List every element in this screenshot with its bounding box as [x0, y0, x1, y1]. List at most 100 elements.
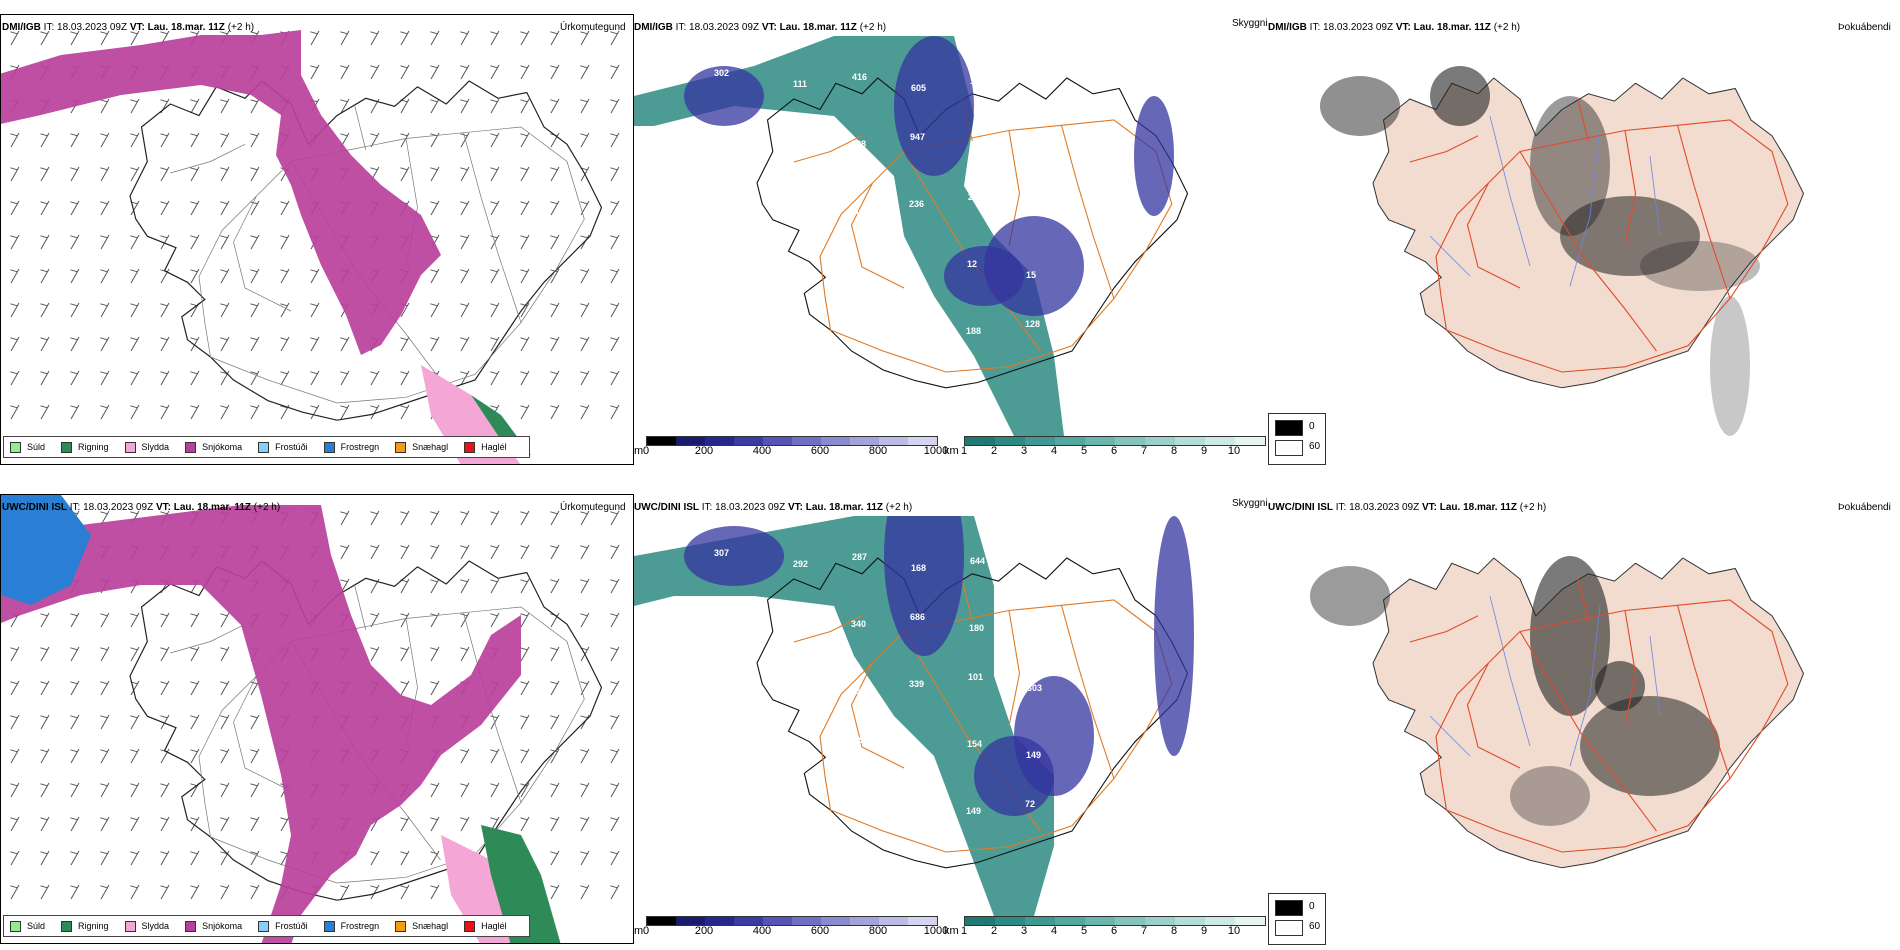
wind-barb: [280, 268, 290, 284]
wind-barb: [40, 234, 50, 250]
wind-barb: [430, 98, 440, 114]
wind-barb: [100, 302, 110, 318]
fog-map-top: [1320, 66, 1805, 436]
wind-barb: [160, 782, 170, 798]
wind-barb: [10, 680, 20, 696]
it-label: IT:: [69, 502, 81, 513]
offset: (+2 h): [859, 22, 887, 33]
fog-key-value: 60: [1309, 921, 1321, 932]
it-value: 18.03.2023 09Z: [689, 22, 760, 33]
wind-barb: [430, 680, 440, 696]
colorbar-unit: m: [634, 925, 644, 937]
legend-swatch: [61, 441, 73, 453]
wind-barb: [100, 612, 110, 628]
colorbar-tick: 1: [960, 925, 968, 937]
wind-barb: [490, 98, 500, 114]
wind-barb: [160, 646, 170, 662]
wind-barb: [610, 612, 620, 628]
wind-barb: [10, 302, 20, 318]
wind-barb: [610, 680, 620, 696]
colorbar-unit: m: [634, 445, 644, 457]
wind-barb: [220, 166, 230, 182]
wind-barb: [250, 336, 260, 352]
wind-barb: [460, 166, 470, 182]
wind-barb: [130, 748, 140, 764]
wind-barb: [220, 612, 230, 628]
ceiling-labels: 302 111 416 605 160 408 521 167 384 228 947 196 561 3…: [714, 68, 1120, 343]
wind-barb: [460, 302, 470, 318]
ceiling-label: 236: [909, 199, 924, 209]
wind-barb: [40, 302, 50, 318]
wind-barb: [580, 782, 590, 798]
wind-barb: [10, 268, 20, 284]
wind-barb: [520, 578, 530, 594]
wind-barb: [520, 166, 530, 182]
ceiling-label: 228: [851, 139, 866, 149]
wind-barb: [610, 30, 620, 46]
wind-barb: [340, 884, 350, 900]
legend-item: Súld: [10, 441, 45, 453]
rivers: [1429, 595, 1661, 767]
rain-area: [481, 825, 561, 943]
wind-barb: [490, 612, 500, 628]
legend-item: Frostregn: [323, 920, 379, 932]
wind-barb: [70, 200, 80, 216]
legend-item: Frostúði: [258, 441, 308, 453]
wind-barb: [550, 166, 560, 182]
colorbar-tick: 2: [990, 925, 998, 937]
ceiling-label: 23: [730, 798, 740, 808]
precip-map-bottom: [1, 495, 620, 943]
it-label: IT:: [43, 22, 55, 33]
wind-barb: [430, 510, 440, 526]
wind-barb: [310, 64, 320, 80]
wind-barb: [100, 30, 110, 46]
visibility-colorbar-bottom: km 1 2 3 4 5 6 7 8 9 10: [944, 916, 1266, 940]
it-value: 18.03.2023 09Z: [715, 502, 786, 513]
wind-barb: [70, 268, 80, 284]
wind-barb: [340, 404, 350, 420]
wind-barb: [100, 336, 110, 352]
ceiling-label: 154: [967, 739, 982, 749]
iceland-land: [1372, 557, 1805, 869]
wind-barb: [400, 612, 410, 628]
model-name: UWC/DINI ISL: [2, 502, 67, 513]
colorbar-swatches: [964, 916, 1266, 926]
wind-barb: [70, 234, 80, 250]
low-cloud-blob: [884, 516, 964, 656]
freezing-rain-area: [1, 495, 91, 605]
legend-item: Súld: [10, 920, 45, 932]
wind-barb: [310, 268, 320, 284]
ceiling-label: 750: [1086, 676, 1101, 686]
wind-barb: [610, 336, 620, 352]
wind-barb: [580, 268, 590, 284]
it-value: 18.03.2023 09Z: [1323, 22, 1394, 33]
legend-swatch: [395, 441, 407, 453]
fog-key-swatch: [1275, 920, 1303, 936]
precip-type-panel-bottom: Súld Rigning Slydda Snjókoma Frostúði Frostre…: [0, 494, 634, 944]
ceiling-label: 307: [714, 548, 729, 558]
fog-shading: [1320, 66, 1760, 436]
ceiling-label: 732: [1028, 616, 1043, 626]
vt-value: Lau. 18.mar. 11Z: [173, 502, 252, 513]
wind-barb: [610, 200, 620, 216]
wind-barb: [160, 816, 170, 832]
colorbar-tick: 200: [694, 925, 714, 937]
wind-barb: [40, 850, 50, 866]
colorbar-tick: 8: [1170, 925, 1178, 937]
wind-barb: [550, 748, 560, 764]
wind-barb: [190, 816, 200, 832]
ceiling-label: 406: [791, 675, 806, 685]
wind-barb: [220, 132, 230, 148]
wind-barb: [160, 370, 170, 386]
wind-barb: [430, 884, 440, 900]
ceiling-label: 975: [849, 735, 864, 745]
ceiling-label: 128: [1025, 319, 1040, 329]
legend-swatch: [323, 920, 335, 932]
wind-barb: [190, 646, 200, 662]
low-cloud-blob: [894, 36, 974, 176]
wind-barb: [130, 132, 140, 148]
wind-barb: [40, 612, 50, 628]
wind-barb: [430, 166, 440, 182]
colorbar-tick: 3: [1020, 445, 1028, 457]
wind-barb: [520, 646, 530, 662]
